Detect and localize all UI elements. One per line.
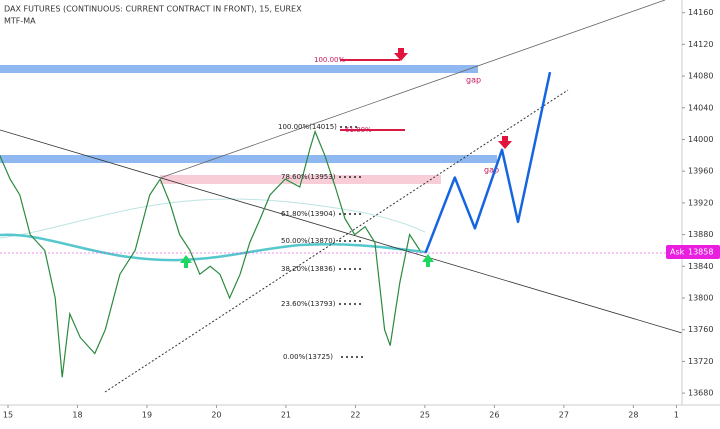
y-tick-label: 14000 [688,135,713,144]
down-arrow [394,48,408,61]
y-tick-label: 13920 [688,198,713,207]
trendline [159,0,666,179]
y-tick-label: 14040 [688,103,713,112]
fib-label: 61.80% [345,126,372,134]
y-tick-label: 13680 [688,389,713,398]
y-tick-label: 13840 [688,262,713,271]
x-tick-label: 15 [3,411,13,420]
gap-zone [0,65,478,73]
gap-zone [0,155,497,163]
y-tick-label: 13960 [688,167,713,176]
y-tick-label: 13720 [688,357,713,366]
subtitle: MTF-MA [4,17,36,26]
x-tick-label: 26 [489,411,499,420]
x-tick-label: 20 [211,411,221,420]
chart-title: DAX FUTURES (CONTINUOUS: CURRENT CONTRAC… [4,5,302,14]
ma-line [0,233,426,262]
fib-label: 50.00%(13870) [281,237,336,245]
price-line [0,129,421,378]
gap-label: gap [466,76,481,85]
y-tick-label: 14160 [688,8,713,17]
fib-label: 23.60%(13793) [281,300,336,308]
x-tick-label: 25 [420,411,430,420]
y-tick-label: 14080 [688,72,713,81]
fib-zone [160,175,441,184]
x-tick-label: 18 [72,411,82,420]
trendline [104,89,569,393]
ask-label: Ask [670,248,685,257]
gap-label: gap [484,166,499,175]
y-tick-label: 13880 [688,230,713,239]
fib-label: 100.00%(14015) [278,123,337,131]
ask-price: 13858 [688,248,713,257]
projection-line [424,71,552,254]
y-tick-label: 13760 [688,325,713,334]
up-arrow [422,254,434,267]
x-tick-label: 22 [350,411,360,420]
fib-label: 38.20%(13836) [281,265,336,273]
down-arrow [498,136,512,149]
x-tick-label: 19 [142,411,152,420]
ma-line [0,198,426,239]
x-tick-label: 27 [559,411,569,420]
x-tick-label: 28 [628,411,638,420]
fib-label: 78.60%(13953) [281,173,336,181]
fib-label: 0.00%(13725) [283,353,333,361]
x-tick-label: 21 [281,411,291,420]
trendline [0,129,683,334]
fib-label: 61.80%(13904) [281,210,336,218]
ask-box [666,245,720,260]
y-tick-label: 13800 [688,294,713,303]
fib-label: 100.00% [314,56,345,64]
y-tick-label: 14120 [688,40,713,49]
x-tick-label: 1 [674,411,679,420]
up-arrow [180,255,192,268]
